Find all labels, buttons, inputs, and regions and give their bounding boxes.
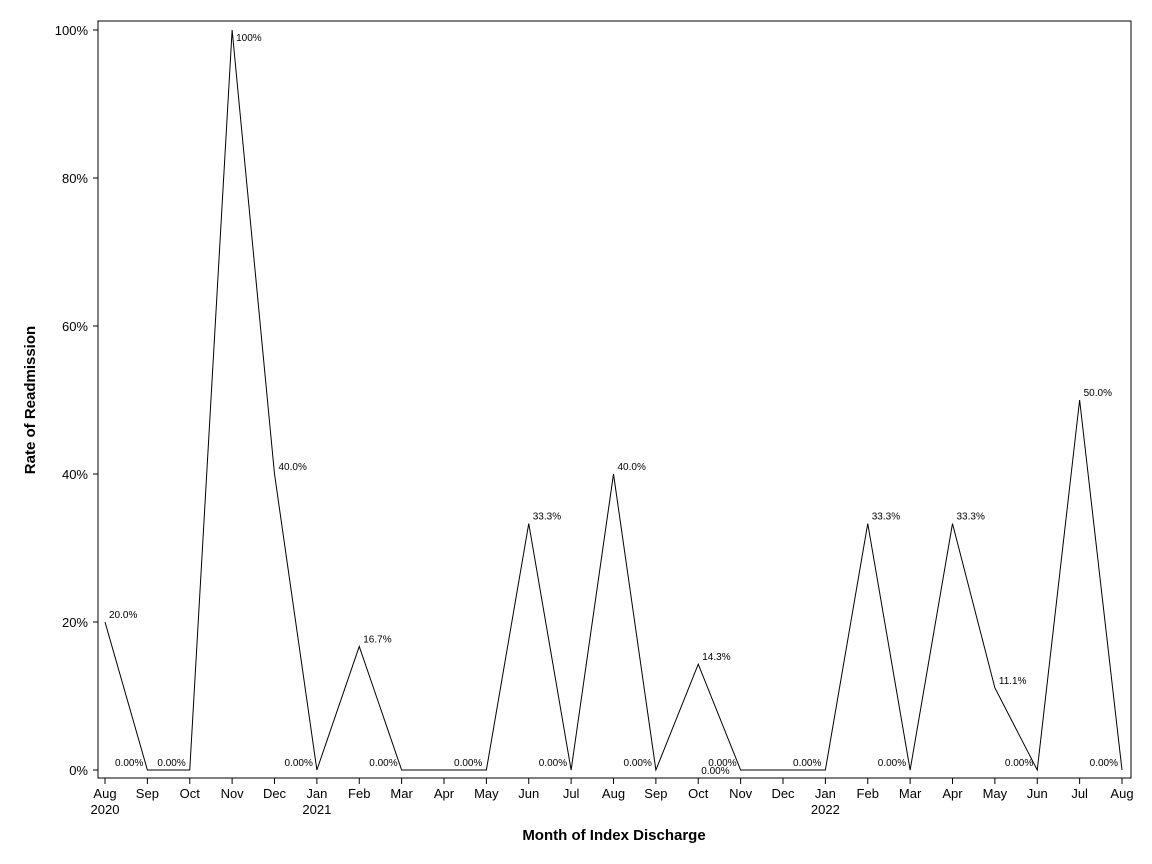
data-label: 0.00% (1090, 758, 1118, 769)
data-label: 0.00% (624, 758, 652, 769)
x-tick-label: Jun (1027, 786, 1048, 801)
x-tick-label: Sep (136, 786, 159, 801)
x-tick-label: Dec (771, 786, 795, 801)
data-label: 0.00% (115, 758, 143, 769)
data-label: 50.0% (1084, 388, 1112, 399)
x-tick-label: Jul (1071, 786, 1088, 801)
data-label: 40.0% (618, 462, 646, 473)
data-label: 0.00% (1005, 758, 1033, 769)
data-label: 100% (236, 33, 262, 44)
data-label: 14.3% (702, 652, 730, 663)
x-tick-label: Mar (390, 786, 413, 801)
x-tick-year-label: 2022 (811, 802, 840, 817)
x-tick-label: May (474, 786, 499, 801)
y-axis: 0% 20% 40% 60% 80% 100% (55, 23, 98, 778)
x-tick-label: Oct (688, 786, 709, 801)
data-label: 11.1% (999, 676, 1027, 687)
x-tick-label: Aug (1110, 786, 1133, 801)
x-tick-label: May (983, 786, 1008, 801)
y-tick-label: 100% (55, 23, 89, 38)
x-tick-label: Nov (729, 786, 753, 801)
y-tick-label: 60% (62, 319, 88, 334)
data-label: 20.0% (109, 610, 137, 621)
y-tick-label: 40% (62, 467, 88, 482)
x-tick-label: Jun (518, 786, 539, 801)
y-tick-label: 80% (62, 171, 88, 186)
data-label: 33.3% (533, 512, 561, 523)
data-label: 0.00% (285, 758, 313, 769)
data-label: 0.00% (701, 766, 729, 777)
data-labels: 20.0%0.00% 0.00%100%40.0%0.00%16.7%0.00% 0… (109, 33, 1118, 777)
x-tick-year-label: 2020 (91, 802, 120, 817)
x-tick-label: Apr (942, 786, 963, 801)
x-tick-label: Dec (263, 786, 287, 801)
x-tick-label: Aug (93, 786, 116, 801)
data-label: 0.00% (454, 758, 482, 769)
x-tick-label: Aug (602, 786, 625, 801)
x-tick-label: Jul (563, 786, 580, 801)
x-axis-title: Month of Index Discharge (522, 827, 705, 844)
x-tick-label: Oct (180, 786, 201, 801)
x-tick-label: Jan (815, 786, 836, 801)
series-line (104, 29, 1123, 772)
y-tick-label: 0% (69, 763, 88, 778)
data-label: 0.00% (539, 758, 567, 769)
data-label: 33.3% (957, 512, 985, 523)
data-label: 0.00% (878, 758, 906, 769)
x-tick-label: Apr (434, 786, 455, 801)
data-label: 33.3% (872, 512, 900, 523)
data-label: 16.7% (363, 634, 391, 645)
y-tick-label: 20% (62, 615, 88, 630)
data-label: 0.00% (708, 758, 736, 769)
x-tick-label: Feb (857, 786, 879, 801)
x-tick-label: Jan (306, 786, 327, 801)
data-label: 0.00% (157, 758, 185, 769)
y-axis-title: Rate of Readmission (22, 326, 39, 474)
x-tick-label: Mar (899, 786, 922, 801)
data-label: 0.00% (793, 758, 821, 769)
x-tick-label: Sep (644, 786, 667, 801)
x-tick-year-label: 2021 (302, 802, 331, 817)
data-label: 40.0% (279, 462, 307, 473)
x-tick-label: Nov (221, 786, 245, 801)
plot-frame (97, 20, 1132, 779)
x-tick-label: Feb (348, 786, 370, 801)
data-label: 0.00% (369, 758, 397, 769)
